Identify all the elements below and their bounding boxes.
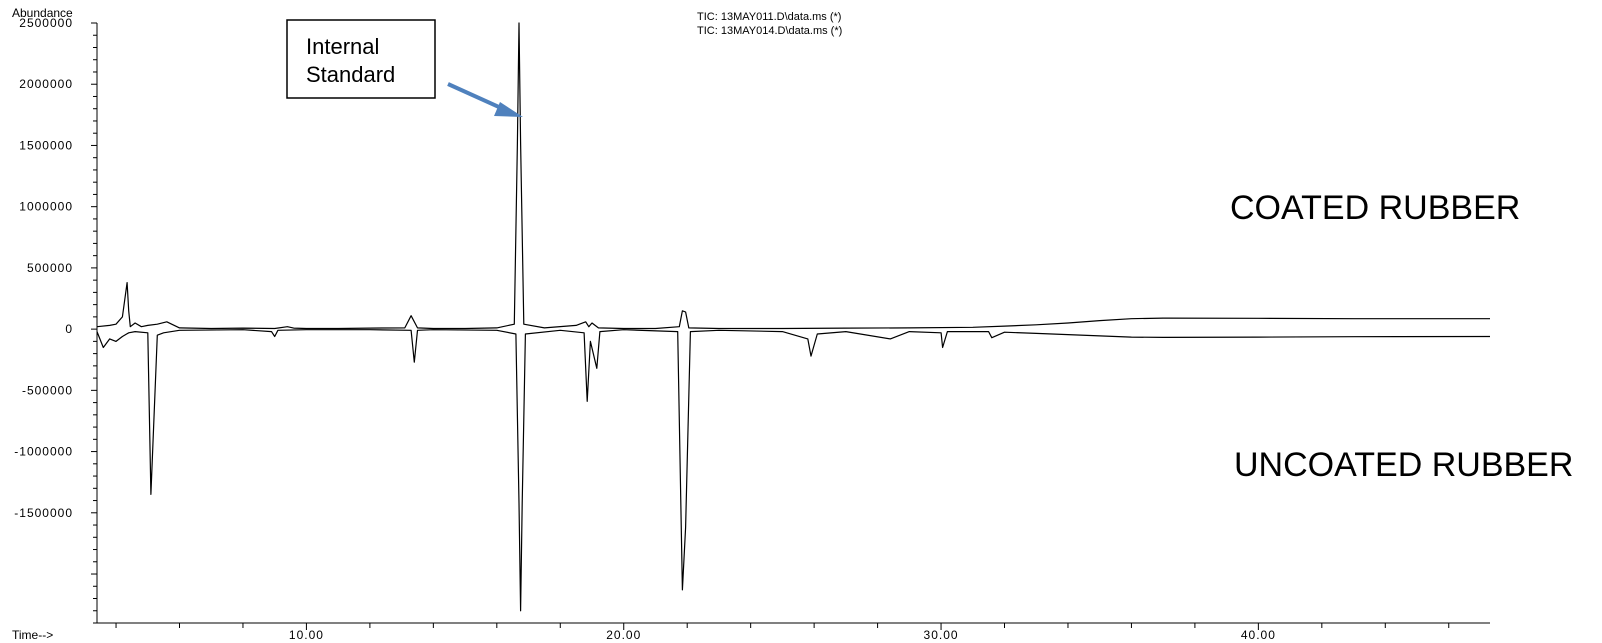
y-tick-label: 1000000 bbox=[19, 200, 73, 214]
y-tick-label: 2000000 bbox=[19, 77, 73, 91]
internal-standard-label-line1: Internal bbox=[306, 34, 379, 59]
y-tick-label: 0 bbox=[65, 322, 73, 336]
y-axis-title: Abundance bbox=[12, 6, 73, 20]
y-tick-label: 1500000 bbox=[19, 138, 73, 152]
coated-rubber-label: COATED RUBBER bbox=[1230, 189, 1520, 227]
x-tick-label: 20.00 bbox=[606, 628, 641, 642]
x-tick-label: 10.00 bbox=[289, 628, 324, 642]
uncoated-rubber-label: UNCOATED RUBBER bbox=[1234, 446, 1573, 484]
annotation-arrow bbox=[447, 82, 523, 117]
axes: 2500000 2000000 1500000 1000000 500000 0 -5000… bbox=[14, 16, 1490, 642]
y-tick-label: -1000000 bbox=[14, 445, 73, 459]
legend-entry-2: TIC: 13MAY014.D\data.ms (*) bbox=[697, 25, 842, 37]
y-tick-label: -500000 bbox=[22, 383, 73, 397]
internal-standard-box bbox=[286, 19, 436, 99]
series-line-1 bbox=[96, 22, 1490, 330]
y-tick-label: 500000 bbox=[27, 261, 73, 275]
legend-entry-1: TIC: 13MAY011.D\data.ms (*) bbox=[697, 11, 841, 23]
x-axis-title: Time--> bbox=[12, 628, 53, 642]
y-tick-label: 2500000 bbox=[19, 16, 73, 30]
series-line-2 bbox=[96, 329, 1491, 612]
x-tick-label: 40.00 bbox=[1241, 628, 1276, 642]
series-layer bbox=[96, 22, 1491, 612]
internal-standard-label-line2: Standard bbox=[306, 62, 395, 87]
x-tick-label: 30.00 bbox=[924, 628, 959, 642]
y-tick-label: -1500000 bbox=[14, 506, 73, 520]
